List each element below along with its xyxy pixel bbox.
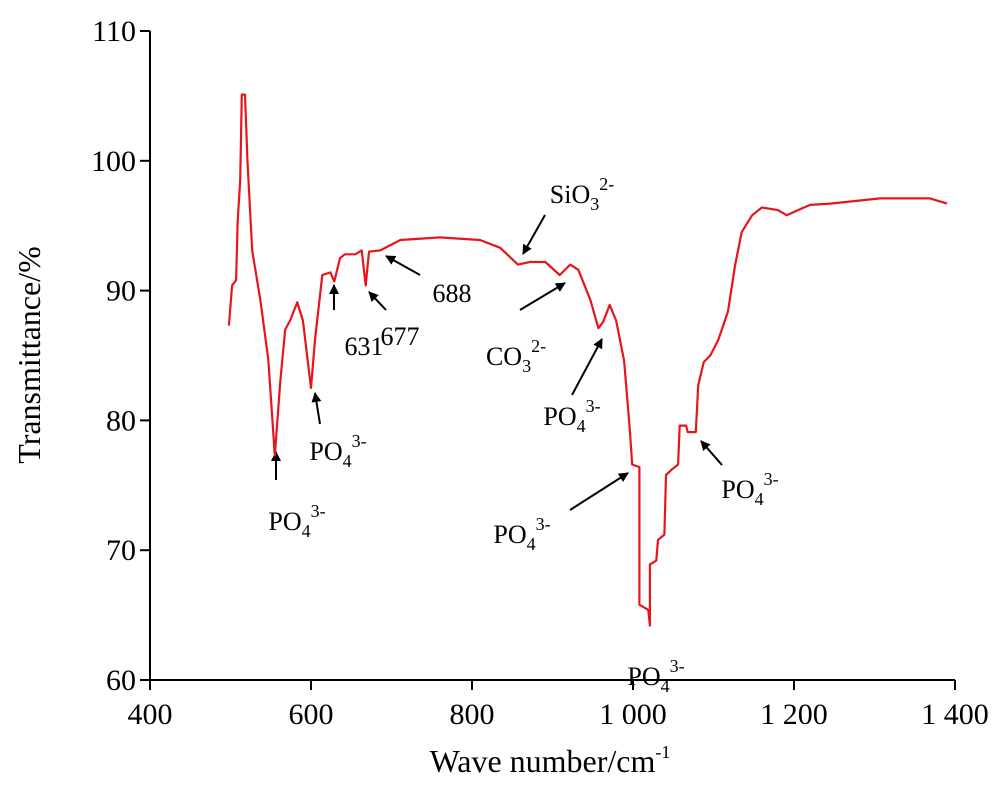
annotation-text: PO <box>268 507 301 536</box>
annotation-text: 688 <box>433 279 472 308</box>
annotation-sub: 4 <box>527 534 536 554</box>
annotation-text: 631 <box>345 332 384 361</box>
annotation-text: PO <box>309 437 342 466</box>
y-tick-label: 90 <box>106 275 136 308</box>
x-tick-label: 1 200 <box>760 698 828 731</box>
annotation-sub: 4 <box>302 521 311 541</box>
annotation-sup: 3- <box>536 514 551 534</box>
annotation-text: PO <box>493 520 526 549</box>
x-tick-label: 1 000 <box>599 698 667 731</box>
y-tick-label: 60 <box>106 664 136 697</box>
annotation-sup: 3- <box>764 469 779 489</box>
annotation-sub: 3 <box>590 194 599 214</box>
annotation-text: PO <box>721 475 754 504</box>
annotation-sup: 3- <box>352 431 367 451</box>
annotation-sup: 3- <box>670 656 685 676</box>
annotation: PO43- <box>493 514 550 554</box>
arrows <box>271 214 723 511</box>
annotation: SiO32- <box>550 174 614 214</box>
annotation-text: SiO <box>550 180 590 209</box>
annotation-sub: 4 <box>755 489 764 509</box>
annotation: PO43- <box>627 656 684 696</box>
annotation-sup: 2- <box>599 174 614 194</box>
x-label-text: Wave number/cm <box>430 743 656 779</box>
annotation-sup: 3- <box>311 501 326 521</box>
x-label-sup: -1 <box>655 742 670 762</box>
annotation: 688 <box>433 279 472 308</box>
annotation-sup: 3- <box>586 396 601 416</box>
annotation: PO43- <box>721 469 778 509</box>
y-tick-label: 80 <box>106 404 136 437</box>
annotation-sub: 3 <box>522 356 531 376</box>
annotation: 631 <box>345 332 384 361</box>
annotation: PO43- <box>543 396 600 436</box>
annotation-text: 677 <box>381 322 420 351</box>
x-tick-label: 600 <box>289 698 334 731</box>
data-line <box>227 93 948 627</box>
y-tick-label: 70 <box>106 534 136 567</box>
annotation: CO32- <box>486 336 546 376</box>
x-axis-label: Wave number/cm-1 <box>430 742 671 779</box>
x-tick-label: 1 400 <box>921 698 989 731</box>
annotation-sub: 4 <box>577 416 586 436</box>
x-tick-label: 400 <box>128 698 173 731</box>
y-tick-label: 110 <box>92 15 136 48</box>
annotation-sup: 2- <box>531 336 546 356</box>
annotation-text: PO <box>543 402 576 431</box>
x-tick-label: 800 <box>450 698 495 731</box>
y-tick-label: 100 <box>91 145 136 178</box>
annotation-sub: 4 <box>343 451 352 471</box>
annotation: PO43- <box>268 501 325 541</box>
y-axis-label: Transmittance/% <box>11 246 47 463</box>
annotation: PO43- <box>309 431 366 471</box>
annotation-text: CO <box>486 342 522 371</box>
annotation-text: PO <box>627 662 660 691</box>
annotation-sub: 4 <box>661 676 670 696</box>
annotation: 677 <box>381 322 420 351</box>
